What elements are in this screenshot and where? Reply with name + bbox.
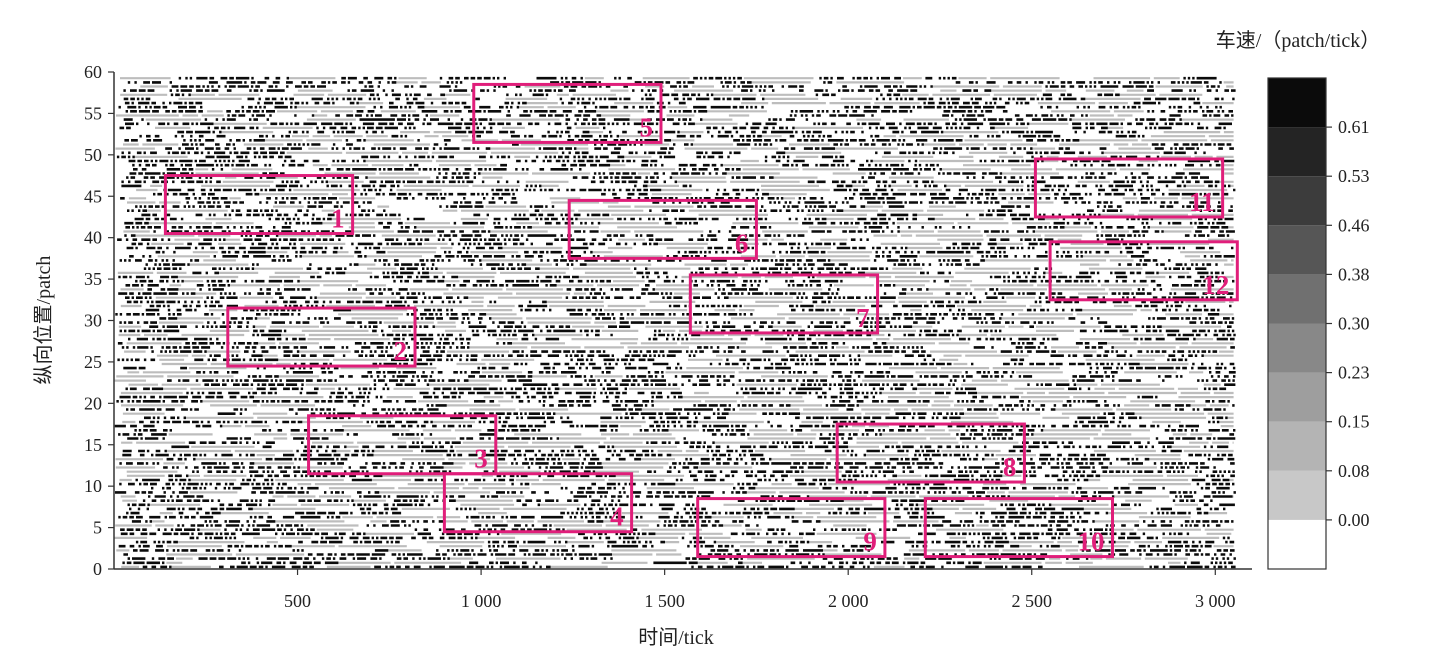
colorbar-band bbox=[1268, 176, 1326, 226]
y-tick-label: 35 bbox=[84, 269, 102, 289]
region-box-8 bbox=[835, 422, 1026, 484]
region-box-4 bbox=[442, 472, 634, 534]
region-label-10: 10 bbox=[1078, 527, 1105, 557]
region-label-1: 1 bbox=[331, 204, 345, 234]
x-tick-label: 1 000 bbox=[461, 591, 502, 611]
y-tick-label: 15 bbox=[84, 435, 102, 455]
y-tick-label: 0 bbox=[93, 559, 102, 579]
region-box-11 bbox=[1033, 157, 1225, 219]
colorbar-tick-label: 0.08 bbox=[1338, 461, 1370, 481]
colorbar-band bbox=[1268, 470, 1326, 520]
colorbar-tick-label: 0.53 bbox=[1338, 166, 1370, 186]
y-tick-label: 60 bbox=[84, 62, 102, 82]
region-label-6: 6 bbox=[735, 228, 749, 258]
colorbar-tick-label: 0.30 bbox=[1338, 314, 1370, 334]
y-tick-label: 30 bbox=[84, 311, 102, 331]
y-tick-label: 20 bbox=[84, 393, 102, 413]
x-tick-label: 500 bbox=[284, 591, 311, 611]
colorbar-tick-label: 0.23 bbox=[1338, 363, 1370, 383]
colorbar-title: 车速/（patch/tick） bbox=[1216, 29, 1380, 52]
colorbar-band bbox=[1268, 519, 1326, 569]
colorbar-band bbox=[1268, 225, 1326, 275]
colorbar-tick-label: 0.61 bbox=[1338, 117, 1370, 137]
y-tick-label: 10 bbox=[84, 476, 102, 496]
colorbar-tick-label: 0.46 bbox=[1338, 215, 1370, 235]
x-axis-title: 时间/tick bbox=[638, 626, 714, 649]
y-tick-label: 5 bbox=[93, 518, 102, 538]
x-tick-label: 3 000 bbox=[1195, 591, 1236, 611]
y-tick-label: 25 bbox=[84, 352, 102, 372]
y-tick-label: 55 bbox=[84, 103, 102, 123]
y-tick-label: 50 bbox=[84, 145, 102, 165]
colorbar-band bbox=[1268, 372, 1326, 422]
colorbar-band bbox=[1268, 323, 1326, 373]
colorbar-tick-label: 0.15 bbox=[1338, 412, 1370, 432]
y-axis-title: 纵向位置/patch bbox=[32, 256, 55, 385]
colorbar: 0.00 0.08 0.15 0.23 0.30 0.38 0.46 0.53 0.61 bbox=[1267, 77, 1370, 570]
region-box-6 bbox=[567, 198, 758, 260]
colorbar-tick-label: 0.38 bbox=[1338, 264, 1370, 284]
region-label-7: 7 bbox=[856, 303, 870, 333]
colorbar-band bbox=[1268, 127, 1326, 177]
region-label-2: 2 bbox=[394, 336, 408, 366]
region-label-9: 9 bbox=[863, 527, 877, 557]
region-label-12: 12 bbox=[1202, 270, 1229, 300]
region-box-5 bbox=[472, 82, 663, 144]
region-box-7 bbox=[688, 273, 880, 335]
y-tick-label: 45 bbox=[84, 186, 102, 206]
region-box-10 bbox=[923, 497, 1115, 559]
region-label-5: 5 bbox=[639, 112, 653, 142]
x-tick-label: 2 000 bbox=[828, 591, 869, 611]
region-box-2 bbox=[226, 306, 417, 368]
region-box-1 bbox=[163, 174, 355, 236]
region-label-8: 8 bbox=[1003, 452, 1017, 482]
region-box-12 bbox=[1048, 240, 1239, 302]
stopped-vehicle-dots bbox=[114, 76, 1236, 569]
y-tick-label: 40 bbox=[84, 228, 102, 248]
region-label-4: 4 bbox=[610, 502, 624, 532]
x-tick-label: 1 500 bbox=[644, 591, 685, 611]
region-label-11: 11 bbox=[1189, 187, 1215, 217]
region-box-9 bbox=[696, 497, 887, 559]
colorbar-band bbox=[1268, 78, 1326, 128]
region-box-3 bbox=[307, 414, 498, 476]
region-label-3: 3 bbox=[474, 444, 488, 474]
x-tick-label: 2 500 bbox=[1011, 591, 1052, 611]
vehicle-speed-pattern bbox=[114, 76, 1236, 569]
colorbar-tick-label: 0.00 bbox=[1338, 510, 1370, 530]
colorbar-band bbox=[1268, 274, 1326, 324]
colorbar-band bbox=[1268, 421, 1326, 471]
